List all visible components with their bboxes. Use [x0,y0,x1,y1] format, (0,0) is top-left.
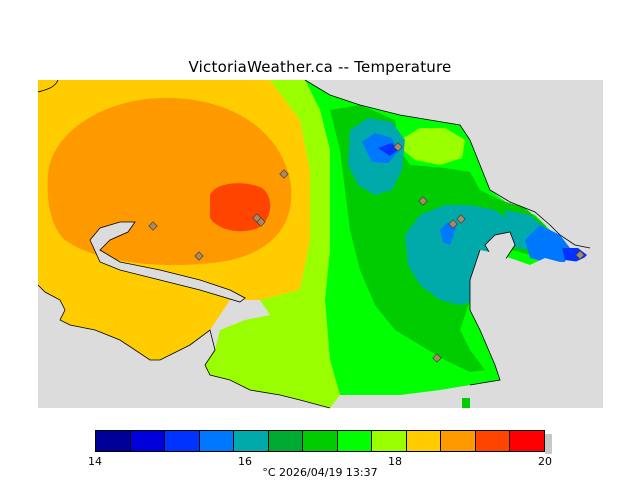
station-marker[interactable] [418,196,428,206]
contour-yellow-green-north [400,128,465,165]
map-title: VictoriaWeather.ca -- Temperature [188,58,452,76]
colorbar-swatch [164,431,199,451]
colorbar-swatch [509,431,544,451]
southeast-islet [462,398,470,408]
colorbar-tick-18: 18 [388,455,402,468]
station-marker[interactable] [575,250,585,260]
station-markers [148,142,585,363]
southeast-water [470,250,603,408]
colorbar [95,430,545,452]
land-contours [37,79,603,409]
colorbar-swatch [129,431,165,451]
station-marker[interactable] [194,251,204,261]
colorbar-swatch [474,431,510,451]
contour-blue-east [525,225,570,262]
station-marker[interactable] [256,217,266,227]
inlet-water [89,221,246,303]
colorbar-tick-16: 16 [238,455,252,468]
northeast-water [305,80,603,250]
colorbar-caption: °C 2026/04/19 13:37 [262,466,378,479]
station-marker[interactable] [456,214,466,224]
colorbar-shadow [545,434,552,454]
south-water [38,285,330,408]
coastline [37,79,591,409]
colorbar-swatch [405,431,441,451]
station-marker[interactable] [393,142,403,152]
northwest-coast [37,79,59,93]
station-marker[interactable] [448,219,458,229]
contour-blue-center [440,222,456,245]
colorbar-swatch [233,431,268,451]
colorbar-swatch [336,431,372,451]
contour-deep-blue-north [378,143,398,156]
colorbar-swatch [198,431,234,451]
colorbar-swatch [96,431,130,451]
station-marker[interactable] [148,221,158,231]
colorbar-swatch [267,431,303,451]
colorbar-swatch [302,431,337,451]
station-marker[interactable] [432,353,442,363]
colorbar-swatch [440,431,475,451]
contour-yellow-green [205,80,340,408]
colorbar-tick-20: 20 [538,455,552,468]
colorbar-tick-14: 14 [88,455,102,468]
colorbar-swatch [371,431,406,451]
station-marker[interactable] [279,169,289,179]
